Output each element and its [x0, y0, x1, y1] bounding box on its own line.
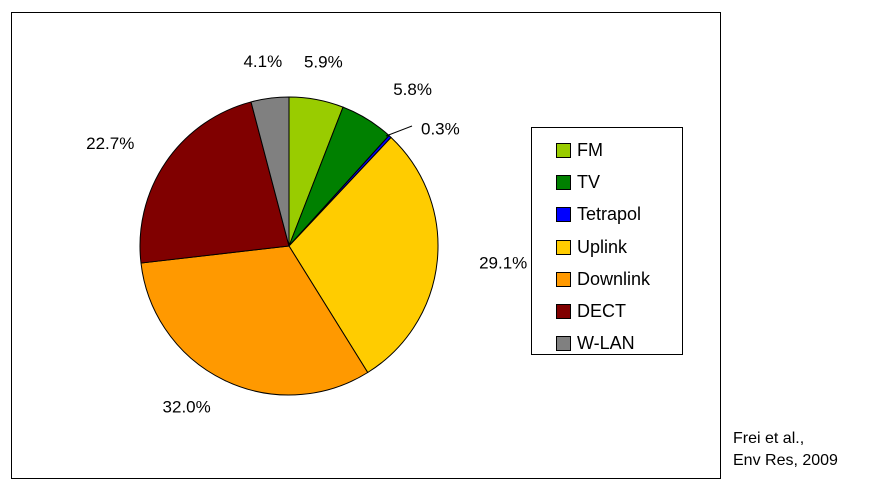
slice-value-label-tetrapol: 0.3%	[421, 119, 460, 138]
legend-swatch	[556, 336, 571, 352]
legend-label: DECT	[577, 301, 626, 322]
source-line-2: Env Res, 2009	[733, 452, 838, 469]
legend-item-fm: FM	[556, 134, 682, 166]
chart-area	[11, 12, 721, 479]
source-line-1: Frei et al.,	[733, 430, 805, 447]
slice-value-label-fm: 5.9%	[304, 53, 343, 72]
slice-value-label-uplink: 29.1%	[479, 254, 527, 273]
leader-line-tetrapol	[385, 125, 413, 137]
legend-swatch	[556, 271, 571, 287]
source-citation: Frei et al., Env Res, 2009	[733, 428, 838, 472]
pie-slice-w-lan	[250, 96, 290, 247]
legend-label: Tetrapol	[577, 204, 642, 225]
legend-label: FM	[577, 139, 603, 160]
slice-value-label-downlink: 32.0%	[163, 398, 211, 417]
legend-item-dect: DECT	[556, 295, 682, 327]
pie-slice-dect	[139, 101, 290, 264]
legend: FM TV Tetrapol Uplink Downlink DECT W-LAN	[531, 127, 683, 355]
legend-swatch	[556, 239, 571, 255]
legend-item-tv: TV	[556, 166, 682, 198]
legend-label: TV	[577, 171, 601, 192]
pie-slice-downlink	[140, 245, 369, 396]
slice-value-label-w-lan: 4.1%	[243, 52, 282, 71]
slice-value-label-tv: 5.8%	[393, 80, 432, 99]
legend-swatch	[556, 304, 571, 320]
legend-swatch	[556, 207, 571, 223]
legend-item-downlink: Downlink	[556, 263, 682, 295]
legend-swatch	[556, 142, 571, 158]
legend-label: Downlink	[577, 268, 651, 289]
legend-item-uplink: Uplink	[556, 231, 682, 263]
legend-label: Uplink	[577, 236, 628, 257]
slice-value-label-dect: 22.7%	[86, 134, 134, 153]
legend-item-w-lan: W-LAN	[556, 328, 682, 360]
legend-item-tetrapol: Tetrapol	[556, 199, 682, 231]
legend-swatch	[556, 174, 571, 190]
legend-label: W-LAN	[577, 333, 635, 354]
pie-slice-uplink	[288, 136, 439, 374]
